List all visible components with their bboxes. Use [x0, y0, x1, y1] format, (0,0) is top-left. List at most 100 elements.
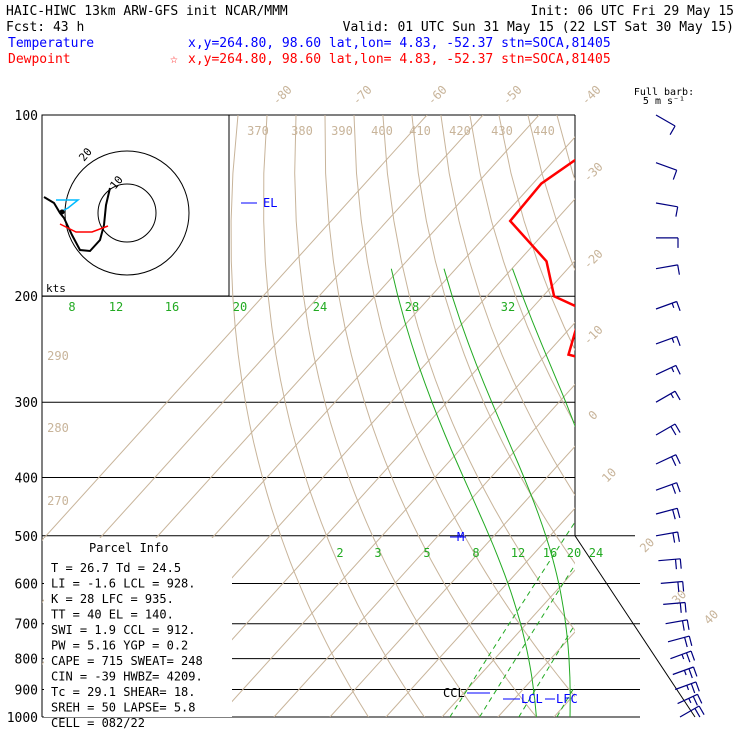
dry-adiabat	[702, 115, 740, 717]
dry-adiabat	[440, 115, 575, 496]
wind-barb	[655, 300, 681, 312]
isotherm-label: -40	[579, 83, 604, 108]
mixing-ratio-line	[653, 296, 740, 717]
sounding-profiles	[508, 158, 575, 358]
parcel-info-row: Tc = 29.1 SHEAR= 18.	[51, 685, 196, 699]
parcel-info-box	[44, 538, 232, 717]
wind-barb	[674, 681, 700, 694]
theta-label: 420	[449, 124, 471, 138]
mixing-ratio-line	[616, 296, 740, 717]
isotherm-line	[385, 507, 575, 717]
pressure-axis: 100 200 300 400 500 600 700 800 900 1000	[7, 109, 38, 726]
wind-barb	[655, 264, 680, 275]
wind-barb	[655, 482, 681, 494]
theta-label: 440	[533, 124, 555, 138]
ccl-marker: CCL	[443, 686, 465, 700]
mixing-ratio-line	[667, 296, 740, 717]
moist-adiabat	[390, 268, 537, 717]
mixing-ratio-line	[518, 623, 575, 717]
temperature-location: x,y=264.80, 98.60 lat,lon= 4.83, -52.37 …	[188, 36, 611, 51]
grid-lines	[41, 114, 740, 718]
isotherm-label: -70	[350, 83, 375, 108]
frame-diagonal	[574, 535, 696, 718]
parcel-info-row: CELL = 082/22	[51, 716, 145, 730]
forecast-hour: Fcst: 43 h	[6, 20, 84, 35]
wind-barb	[672, 666, 698, 679]
lfc-marker: LFC	[556, 692, 578, 706]
temperature-legend: Temperature	[8, 36, 94, 51]
pressure-tick-label: 200	[15, 290, 38, 305]
isotherm-label: 20	[637, 535, 657, 555]
hodograph-shear-vector	[56, 199, 81, 213]
mixing-ratio-label: 16	[543, 546, 557, 560]
parcel-info-row: CAPE = 715 SWEAT= 248	[51, 654, 203, 668]
mixing-ratio-line	[479, 563, 575, 717]
wind-barb	[660, 580, 685, 592]
isotherm-label: 10	[599, 465, 619, 485]
isotherm-line	[42, 115, 428, 542]
parcel-info-row: T = 26.7 Td = 24.5	[51, 561, 181, 575]
mixing-ratio-label: 5	[423, 546, 430, 560]
isotherm-line	[497, 631, 575, 717]
dry-adiabat	[353, 115, 575, 698]
theta-label: 270	[47, 494, 69, 508]
dry-adiabat	[324, 115, 537, 717]
mixing-ratio-line	[636, 296, 740, 717]
moist-adiabat	[443, 268, 571, 717]
wind-barb	[679, 705, 705, 718]
pressure-tick-label: 600	[15, 577, 38, 592]
mixing-ratio-lines	[390, 268, 740, 717]
mixing-ratio-line	[680, 296, 740, 717]
hodograph-box	[41, 114, 230, 297]
dry-adiabat	[586, 115, 740, 717]
wind-barb	[655, 162, 678, 180]
isotherm-line	[666, 115, 740, 717]
theta-label: 370	[247, 124, 269, 138]
isotherm-label: -60	[425, 83, 450, 108]
dewpoint-marker-icon: ☆	[170, 52, 178, 67]
dry-adiabat	[230, 115, 369, 717]
moist-adiabat	[671, 269, 729, 717]
pressure-tick-label: 800	[15, 653, 38, 668]
isotherm-label: 40	[701, 607, 721, 627]
dry-adiabat	[411, 115, 575, 565]
theta-label: 390	[331, 124, 353, 138]
valid-time: Valid: 01 UTC Sun 31 May 15 (22 LST Sat …	[343, 20, 734, 35]
isotherm-line	[273, 383, 575, 717]
barb-legend-title: Full barb:	[634, 87, 694, 98]
isotherm-label: -20	[581, 247, 606, 272]
dewpoint-legend: Dewpoint	[8, 52, 71, 67]
level-markers: EL M CCL LCL LFC	[241, 196, 578, 706]
wind-barb	[655, 335, 681, 347]
dry-adiabat	[731, 115, 740, 717]
parcel-info-table: T = 26.7 Td = 24.5 LI = -1.6 LCL = 928.K …	[51, 561, 203, 730]
dewpoint-profile	[508, 158, 575, 358]
hodograph-ring-inner	[97, 183, 157, 243]
dry-adiabat	[294, 115, 481, 717]
theta-label: 380	[291, 124, 313, 138]
wind-barb	[667, 635, 693, 648]
pressure-tick-label: 700	[15, 618, 38, 633]
dry-adiabat	[263, 115, 425, 717]
pressure-tick-label: 900	[15, 683, 38, 698]
isotherm-label: -50	[500, 83, 525, 108]
isotherm-line	[161, 260, 575, 717]
mixing-ratio-labels: 8 12 16 20 24 28 32 2 3 5 8 12 16 20 24	[68, 300, 603, 560]
parcel-info-row: CIN = -39 HWBZ= 4209.	[51, 670, 203, 684]
isotherm-line	[329, 445, 575, 717]
lcl-marker: LCL	[521, 692, 543, 706]
mixing-ratio-label: 2	[336, 546, 343, 560]
init-time: Init: 06 UTC Fri 29 May 15	[531, 4, 735, 19]
moist-adiabat	[604, 269, 662, 717]
mixing-ratio-label: 28	[405, 300, 419, 314]
wind-barb	[655, 202, 679, 217]
isotherm-label: -10	[581, 323, 606, 348]
isotherm-line	[610, 115, 740, 717]
pressure-tick-label: 400	[15, 471, 38, 486]
mixing-ratio-label: 12	[511, 546, 525, 560]
moist-adiabat	[704, 269, 740, 717]
isotherm-label: -30	[581, 160, 606, 185]
model-title: HAIC-HIWC 13km ARW-GFS init NCAR/MMM	[6, 4, 288, 19]
dry-adiabat	[382, 115, 575, 632]
isotherm-line	[722, 115, 740, 717]
